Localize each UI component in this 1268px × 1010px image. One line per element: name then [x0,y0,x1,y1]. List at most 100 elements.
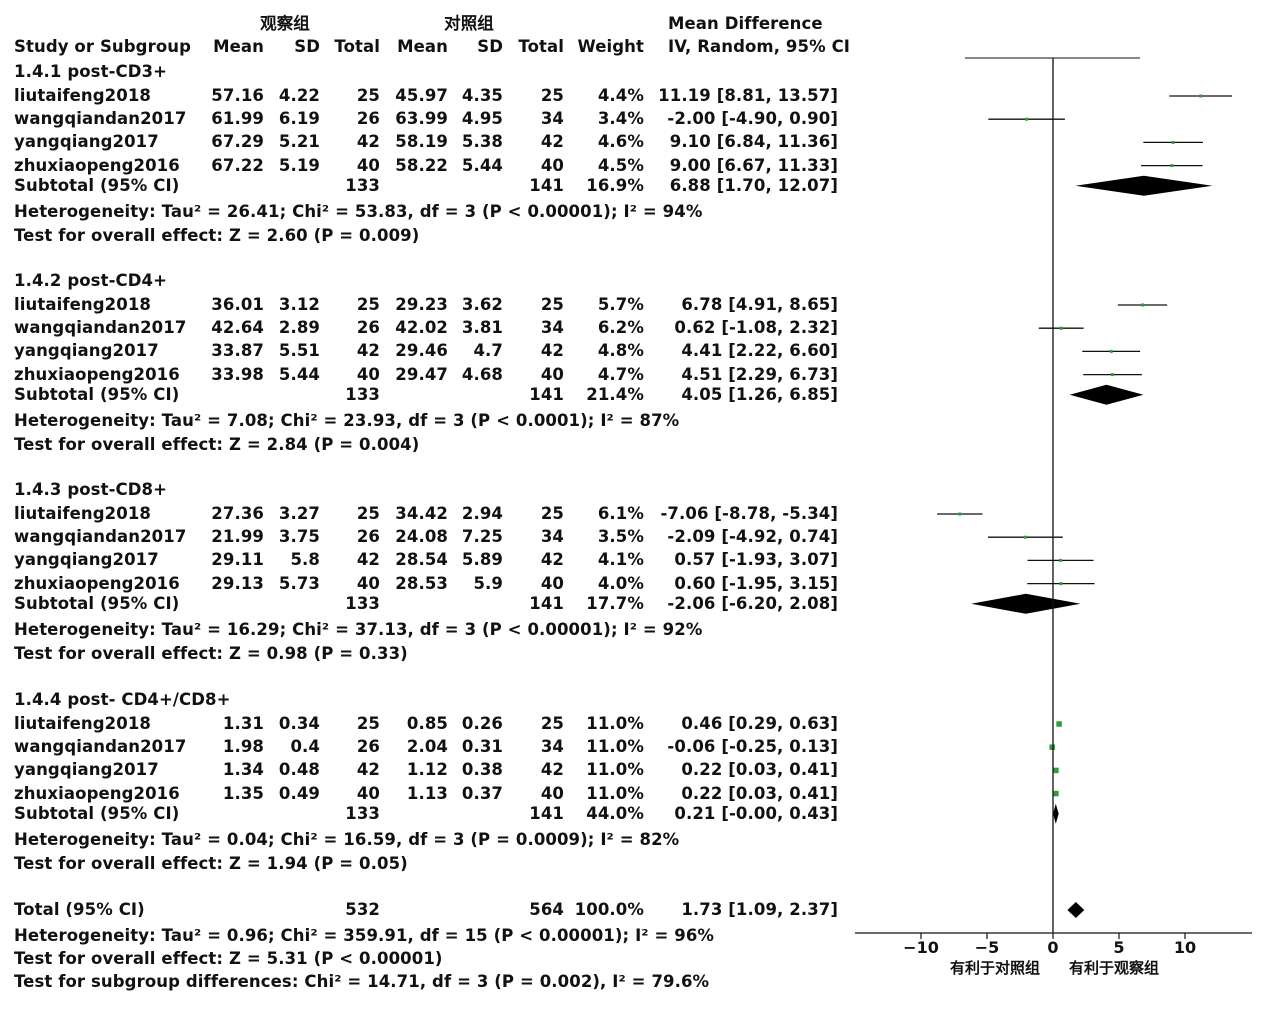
study-mean2: 34.42 [395,504,448,523]
study-mean2: 24.08 [395,527,448,547]
study-sd2: 7.25 [461,527,503,547]
study-sd1: 6.19 [278,109,320,129]
study-ci: 0.46 [0.29, 0.63] [681,714,838,733]
study-name: yangqiang2017 [14,341,159,361]
study-name: zhuxiaopeng2016 [14,783,180,803]
study-point [1053,767,1059,774]
group1-header: 观察组 [260,14,310,33]
study-ci: 0.22 [0.03, 0.41] [681,760,838,780]
subgroup-title: 1.4.2 post-CD4+ [14,271,168,290]
study-name: wangqiandan2017 [14,109,187,129]
study-mean2: 28.53 [395,573,448,593]
study-n2: 25 [540,714,564,733]
total-n1: 532 [345,900,380,919]
study-n2: 40 [540,155,564,175]
overall-effect-text: Test for overall effect: Z = 2.84 (P = 0… [14,434,420,454]
study-point [1171,140,1175,144]
study-name: liutaifeng2018 [14,86,151,105]
study-point [1025,117,1029,121]
study-n1: 26 [356,318,380,338]
study-n2: 40 [540,364,564,384]
study-n2: 25 [540,295,564,314]
subtotal-n1: 133 [345,384,380,404]
study-name: yangqiang2017 [14,132,159,152]
subtotal-n2: 141 [529,384,564,404]
total-n2: 564 [529,900,564,919]
study-mean1: 67.22 [211,155,264,175]
study-sd2: 5.38 [461,132,503,152]
study-sd1: 5.8 [290,550,320,570]
study-n2: 42 [540,341,564,361]
study-point [1059,326,1063,330]
subgroup-differences-text: Test for subgroup differences: Chi² = 14… [14,972,710,991]
study-n1: 25 [356,86,380,105]
total-overall-effect-text: Test for overall effect: Z = 5.31 (P < 0… [14,949,443,968]
study-mean2: 45.97 [395,86,448,105]
study-n2: 40 [540,573,564,593]
study-mean1: 1.31 [222,714,264,733]
x-tick-label: 5 [1113,938,1124,957]
study-mean2: 58.22 [395,155,448,175]
x-tick-label: −10 [903,938,939,957]
overall-effect-text: Test for overall effect: Z = 1.94 (P = 0… [14,853,408,873]
subtotal-n2: 141 [529,593,564,613]
study-mean1: 1.34 [222,760,264,780]
subtotal-ci: 4.05 [1.26, 6.85] [681,384,838,404]
study-n1: 40 [356,573,380,593]
study-mean2: 29.47 [395,364,448,384]
study-mean2: 0.85 [406,714,448,733]
weight-header: Weight [577,37,644,56]
study-name: zhuxiaopeng2016 [14,573,180,593]
study-sd1: 0.34 [278,714,320,733]
subtotal-weight: 16.9% [586,175,644,195]
subtotal-ci: 6.88 [1.70, 12.07] [669,175,838,195]
study-sd2: 0.38 [461,760,503,780]
study-ci: 9.00 [6.67, 11.33] [669,155,838,175]
study-mean1: 57.16 [211,86,264,105]
study-sd2: 4.35 [461,86,503,105]
subgroup-title: 1.4.1 post-CD3+ [14,62,168,81]
study-weight: 11.0% [586,714,644,733]
study-weight: 3.5% [597,527,644,547]
study-ci: 4.41 [2.22, 6.60] [681,341,838,361]
study-point [1199,94,1203,98]
study-ci: -2.09 [-4.92, 0.74] [667,527,838,547]
study-column-header: Study or Subgroup [14,37,192,56]
study-weight: 3.4% [597,109,644,129]
study-name: yangqiang2017 [14,550,159,570]
study-sd1: 2.89 [278,318,320,338]
study-mean1: 29.13 [211,573,264,593]
study-point [1109,349,1113,353]
total-weight: 100.0% [574,900,644,919]
x-tick-label: 0 [1047,938,1058,957]
study-mean2: 2.04 [406,737,448,757]
study-point [1111,373,1115,377]
study-ci: 11.19 [8.81, 13.57] [658,86,838,105]
study-n1: 42 [356,550,380,570]
study-mean2: 58.19 [395,132,448,152]
study-mean2: 29.46 [395,341,448,361]
study-weight: 11.0% [586,760,644,780]
study-ci: -2.00 [-4.90, 0.90] [667,109,838,129]
study-mean1: 36.01 [211,295,264,314]
study-n1: 25 [356,714,380,733]
study-n2: 25 [540,504,564,523]
study-n2: 34 [540,527,564,547]
study-weight: 11.0% [586,737,644,757]
study-mean1: 27.36 [211,504,264,523]
total-heterogeneity-text: Heterogeneity: Tau² = 0.96; Chi² = 359.9… [14,926,715,945]
study-n1: 25 [356,504,380,523]
overall-effect-text: Test for overall effect: Z = 2.60 (P = 0… [14,225,420,245]
study-n2: 42 [540,132,564,152]
subgroup-title: 1.4.3 post-CD8+ [14,480,168,499]
study-name: wangqiandan2017 [14,318,187,338]
subtotal-weight: 44.0% [586,803,644,823]
study-mean1: 42.64 [211,318,264,338]
study-weight: 4.8% [597,341,644,361]
study-sd2: 3.81 [461,318,503,338]
study-point [958,512,962,516]
study-name: zhuxiaopeng2016 [14,155,180,175]
study-sd1: 0.49 [278,783,320,803]
study-n2: 34 [540,318,564,338]
